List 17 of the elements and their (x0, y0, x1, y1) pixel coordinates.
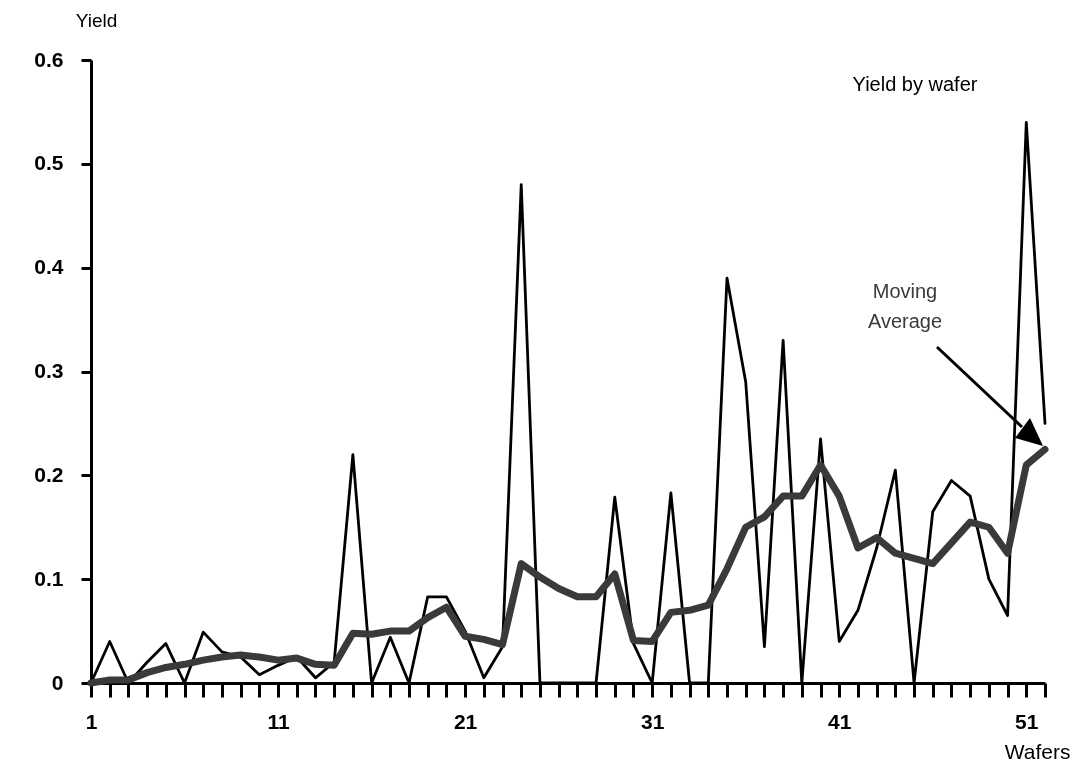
x-tick-label: 41 (828, 709, 852, 733)
y-tick-label: 0 (51, 670, 64, 694)
y-tick-label: 0.2 (34, 462, 64, 486)
x-tick-label: 1 (85, 709, 98, 733)
text: Moving Average (867, 280, 943, 332)
y-tick-label: 0.1 (34, 566, 64, 590)
x-tick-label: 31 (641, 709, 665, 733)
x-tick-label: 11 (267, 709, 290, 733)
x-tick-label: 51 (1015, 709, 1039, 733)
y-tick-label: 0.6 (34, 47, 64, 71)
text: Yield by wafer (852, 73, 978, 95)
x-axis-title: Wafers (1004, 739, 1071, 763)
x-tick-label: 21 (453, 709, 478, 733)
y-tick-label: 0.3 (34, 359, 64, 382)
y-tick-label: 0.4 (34, 255, 64, 279)
y-tick-label: 0.5 (34, 151, 64, 175)
y-axis-title: Yield (75, 9, 118, 31)
